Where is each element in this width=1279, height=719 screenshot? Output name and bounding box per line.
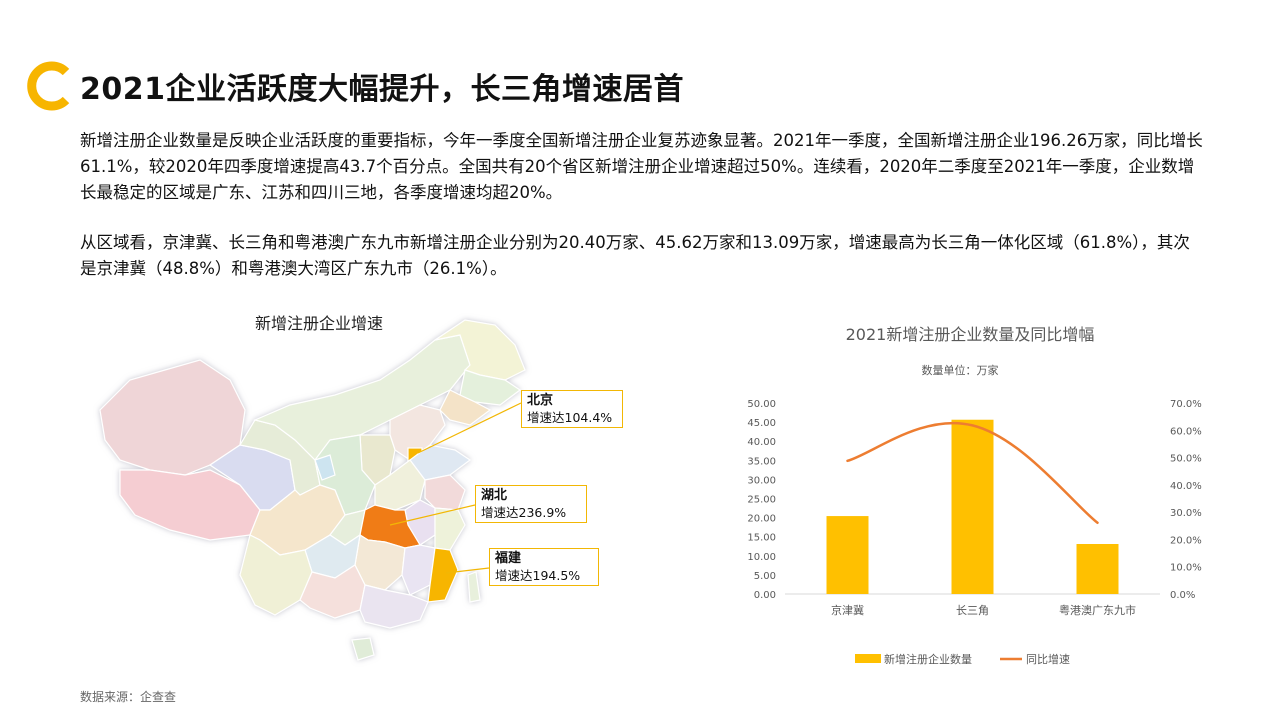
x-tick-label: 京津冀	[831, 603, 864, 617]
region-jiangsu	[424, 474, 466, 511]
y2-tick-label: 60.0%	[1170, 426, 1202, 437]
beijing-leader-line	[417, 402, 522, 454]
data-source: 数据来源：企查查	[80, 690, 177, 704]
y-tick-label: 5.00	[754, 571, 776, 582]
y2-tick-label: 70.0%	[1170, 399, 1202, 410]
map-title: 新增注册企业增速	[255, 314, 384, 333]
fujian-leader-line	[445, 567, 490, 574]
region-fujian	[427, 547, 459, 603]
y2-tick-label: 20.0%	[1170, 535, 1202, 546]
bar	[951, 419, 994, 594]
paragraph-region: 从区域看，京津冀、长三角和粤港澳广东九市新增注册企业分别为20.40万家、45.…	[80, 233, 1190, 278]
callout-hubei-text: 增速达236.9%	[481, 505, 567, 520]
bar	[826, 516, 869, 594]
callout-beijing-name: 北京	[527, 393, 554, 408]
chart-title: 2021新增注册企业数量及同比增幅	[846, 325, 1095, 344]
chart-subtitle: 数量单位：万家	[922, 363, 999, 377]
y-tick-label: 50.00	[747, 399, 776, 410]
x-tick-label: 粤港澳广东九市	[1059, 603, 1136, 617]
y2-tick-label: 50.0%	[1170, 454, 1202, 465]
callout-hubei: 湖北 增速达236.9%	[475, 485, 587, 523]
china-growth-map	[99, 319, 526, 661]
y-tick-label: 35.00	[747, 456, 776, 467]
region-guangdong	[359, 584, 429, 629]
callout-beijing-text: 增速达104.4%	[527, 410, 613, 425]
y-tick-label: 40.00	[747, 437, 776, 448]
region-taiwan	[467, 571, 481, 603]
callout-fujian: 福建 增速达194.5%	[489, 548, 599, 586]
paragraph-intro: 新增注册企业数量是反映企业活跃度的重要指标，今年一季度全国新增注册企业复苏迹象显…	[80, 131, 1203, 202]
x-tick-label: 长三角	[956, 604, 989, 617]
legend-label-bar: 新增注册企业数量	[884, 652, 972, 666]
hubei-leader-line	[389, 504, 476, 526]
y-tick-label: 0.00	[754, 590, 776, 601]
bar	[1076, 543, 1119, 594]
y2-tick-label: 40.0%	[1170, 481, 1202, 492]
region-zhejiang	[434, 507, 466, 551]
y2-tick-label: 0.0%	[1170, 590, 1195, 601]
page-title: 2021企业活跃度大幅提升，长三角增速居首	[80, 72, 684, 107]
legend-swatch-bar	[855, 654, 881, 663]
callout-beijing: 北京 增速达104.4%	[521, 390, 623, 428]
callout-fujian-name: 福建	[495, 551, 522, 566]
callout-fujian-text: 增速达194.5%	[495, 568, 581, 583]
y-tick-label: 20.00	[747, 514, 776, 525]
brand-logo-icon	[27, 61, 70, 111]
y2-tick-label: 10.0%	[1170, 563, 1202, 574]
y2-tick-label: 30.0%	[1170, 508, 1202, 519]
region-hainan	[351, 637, 375, 661]
legend-label-line: 同比增速	[1026, 652, 1070, 666]
y-tick-label: 25.00	[747, 495, 776, 506]
y-tick-label: 10.00	[747, 552, 776, 563]
region-ningxia	[314, 454, 336, 481]
callout-hubei-name: 湖北	[481, 488, 508, 503]
y-tick-label: 30.00	[747, 475, 776, 486]
y-tick-label: 15.00	[747, 533, 776, 544]
region-liaoning	[439, 389, 492, 426]
y-tick-label: 45.00	[747, 418, 776, 429]
